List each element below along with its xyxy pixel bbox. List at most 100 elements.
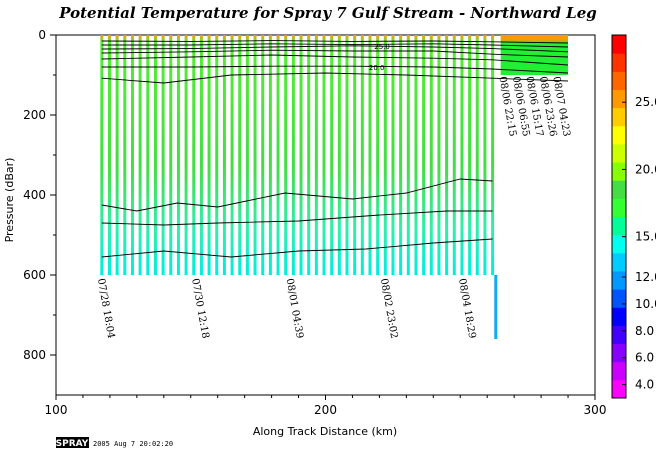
profile-bar [445, 35, 449, 275]
profile-column [176, 35, 180, 275]
profile-column [376, 35, 380, 275]
profile-column [337, 35, 341, 275]
contour-line [101, 40, 569, 44]
profile-bar [345, 35, 349, 275]
spray-logo-box [56, 437, 89, 448]
profile-bar [414, 35, 418, 275]
profile-column [483, 35, 487, 275]
profile-column [153, 35, 157, 275]
profile-column [230, 35, 234, 275]
colorbar-segment [612, 216, 626, 236]
profile-bar [399, 35, 403, 275]
timestamp: 2005 Aug 7 20:02:20 [93, 440, 173, 448]
profile-column [115, 35, 119, 275]
y-tick-label: 400 [23, 188, 46, 202]
profile-bar [245, 35, 249, 275]
profile-bar [307, 35, 311, 275]
profile-column [368, 35, 372, 275]
profile-column [414, 35, 418, 275]
profile-column [345, 35, 349, 275]
profile-column [169, 35, 173, 275]
colorbar-segment [612, 307, 626, 326]
profile-column [353, 35, 357, 275]
profile-bar [322, 35, 326, 275]
profile-bar [452, 35, 456, 275]
time-labels: 07/28 18:04 07/30 12:18 08/01 04:39 08/02 2… [95, 76, 572, 340]
profile-column [284, 35, 288, 275]
profile-bar [253, 35, 257, 275]
contour-line [101, 72, 569, 84]
y-tick-label: 800 [23, 348, 46, 362]
chart-title: Potential Temperature for Spray 7 Gulf S… [58, 4, 597, 22]
colorbar-label: 20.0 [635, 162, 656, 176]
y-tick-label: 200 [23, 108, 46, 122]
colorbar-label: 25.0 [635, 95, 656, 109]
colorbar-segment [612, 53, 626, 72]
contour-line [101, 45, 569, 53]
profile-column [199, 35, 203, 275]
colorbar-segment [612, 71, 626, 90]
profile-column [138, 35, 142, 275]
colorbar-segment [612, 252, 626, 272]
profile-bar [261, 35, 265, 275]
profile-column [460, 35, 464, 275]
x-axis: 100 200 300 [45, 395, 607, 417]
colorbar-segment [612, 270, 626, 290]
profile-bar [299, 35, 303, 275]
profile-bar [360, 35, 364, 275]
colorbar-segment [612, 234, 626, 254]
contour-line [101, 54, 569, 66]
colorbar-label: 4.0 [635, 378, 654, 392]
profile-bar [468, 35, 472, 275]
profile-bar [146, 35, 150, 275]
contour-label: 25.0 [374, 43, 390, 51]
profile-bar [376, 35, 380, 275]
colorbar-segment [612, 198, 626, 217]
profile-bar [215, 35, 219, 275]
colorbar-segment [612, 325, 626, 345]
profile-bar [276, 35, 280, 275]
y-axis-label: Pressure (dBar) [3, 158, 16, 243]
profile-bar [176, 35, 180, 275]
colorbar-label: 12.0 [635, 270, 656, 284]
colorbar-segment [612, 125, 626, 145]
profile-bar [222, 35, 226, 275]
contour-line [101, 178, 493, 212]
x-axis-label: Along Track Distance (km) [253, 425, 397, 438]
profile-bar [391, 35, 395, 275]
profile-bar [169, 35, 173, 275]
colorbar-segment [612, 143, 626, 163]
profile-bar [406, 35, 410, 275]
profile-bar [230, 35, 234, 275]
x-tick-label: 300 [584, 403, 607, 417]
colorbar-label: 8.0 [635, 324, 654, 338]
profile-bar [100, 35, 104, 275]
spray-logo: SPRAY [56, 439, 89, 449]
profile-bar [268, 35, 272, 275]
profile-column [475, 35, 479, 275]
colorbar-frame [611, 34, 627, 399]
profile-column [291, 35, 295, 275]
profile-bar [153, 35, 157, 275]
colorbar-segment [612, 107, 626, 127]
colorbar-segment [612, 162, 626, 181]
colorbar-segment [612, 361, 626, 381]
profile-bar [284, 35, 288, 275]
profile-column [399, 35, 403, 275]
profile-bar [330, 35, 334, 275]
profile-bar [138, 35, 142, 275]
footer-stamp: SPRAY 2005 Aug 7 20:02:20 [56, 437, 173, 449]
time-label: 07/28 18:04 [95, 278, 116, 340]
contour-label: 20.0 [369, 64, 385, 72]
profile-column [491, 35, 495, 275]
profile-column [445, 35, 449, 275]
profile-column [307, 35, 311, 275]
profile-column [268, 35, 272, 275]
profile-bar [115, 35, 119, 275]
deep-profile-tail [494, 275, 498, 339]
profile-bar [337, 35, 341, 275]
profile-column [322, 35, 326, 275]
x-tick-label: 100 [45, 403, 68, 417]
profile-bar [123, 35, 127, 275]
